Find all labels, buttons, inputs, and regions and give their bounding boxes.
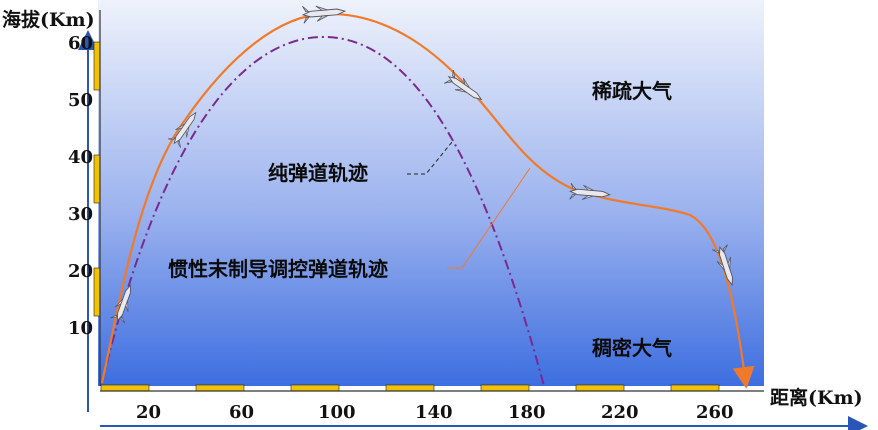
x-tick-label: 260 xyxy=(696,402,734,423)
y-tick-label: 20 xyxy=(68,261,93,282)
guided-curve-label: 惯性末制导调控弹道轨迹 xyxy=(168,257,388,281)
lower-atmosphere-label: 稠密大气 xyxy=(592,336,672,360)
x-tick-label: 140 xyxy=(415,402,453,423)
guided-trajectory-curve xyxy=(100,12,755,389)
x-tick-label: 100 xyxy=(318,402,356,423)
ballistic-curve-label: 纯弹道轨迹 xyxy=(268,161,368,185)
y-tick-label: 40 xyxy=(68,147,93,168)
guided-leader-line xyxy=(447,167,531,269)
upper-atmosphere-label: 稀疏大气 xyxy=(592,79,672,103)
x-tick-label: 220 xyxy=(601,402,639,423)
y-tick-bars xyxy=(93,41,101,317)
x-tick-label: 20 xyxy=(136,402,161,423)
x-tick-label: 60 xyxy=(229,402,254,423)
y-axis-label: 海拔(Km) xyxy=(2,8,95,31)
sky-background xyxy=(98,0,764,386)
x-tick-label: 180 xyxy=(508,402,546,423)
y-tick-label: 10 xyxy=(68,318,93,339)
x-axis-label: 距离(Km) xyxy=(770,386,863,409)
y-tick-label: 50 xyxy=(68,90,93,111)
y-tick-label: 30 xyxy=(68,204,93,225)
y-tick-label: 60 xyxy=(68,33,93,54)
